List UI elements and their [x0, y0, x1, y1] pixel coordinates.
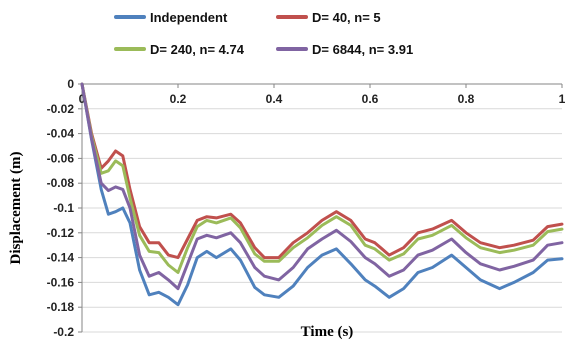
y-tick-label: -0.18: [47, 300, 75, 314]
x-tick-label: 1: [559, 92, 566, 106]
legend-label: D= 40, n= 5: [312, 10, 381, 25]
legend: Independent D= 40, n= 5 D= 240, n= 4.74 D= …: [114, 10, 413, 57]
y-tick-label: -0.06: [47, 151, 75, 165]
legend-label: D= 6844, n= 3.91: [312, 42, 413, 57]
series-line-1: [80, 82, 564, 307]
y-axis-label: Displacement (m): [8, 152, 24, 265]
axes: [78, 83, 563, 333]
y-tick-label: -0.04: [47, 127, 75, 141]
series-lines: [80, 82, 564, 307]
y-tick-label: -0.2: [53, 325, 74, 339]
x-tick-label: 0.8: [458, 92, 475, 106]
legend-label: Independent: [150, 10, 228, 25]
x-tick-label: 0.4: [266, 92, 283, 106]
x-tick-label: 0.6: [362, 92, 379, 106]
series-line-4: [80, 82, 564, 291]
y-tick-label: -0.12: [47, 226, 75, 240]
x-tick-label: 0: [79, 92, 86, 106]
y-tick-label: -0.08: [47, 176, 75, 190]
y-tick-label: -0.1: [53, 201, 74, 215]
y-tick-label: -0.02: [47, 102, 75, 116]
x-tick-label: 0.2: [170, 92, 187, 106]
x-tick-labels: 0 0.2 0.4 0.6 0.8 1: [79, 92, 566, 106]
y-tick-label: -0.16: [47, 275, 75, 289]
series-line-2: [80, 82, 564, 260]
y-tick-label: -0.14: [47, 251, 75, 265]
y-tick-labels: 0 -0.02 -0.04 -0.06 -0.08 -0.1 -0.12 -0.14 -0.16…: [47, 77, 75, 339]
x-axis-label: Time (s): [301, 324, 354, 340]
series-line-3: [80, 82, 564, 274]
y-tick-label: 0: [67, 77, 74, 91]
legend-label: D= 240, n= 4.74: [150, 42, 245, 57]
